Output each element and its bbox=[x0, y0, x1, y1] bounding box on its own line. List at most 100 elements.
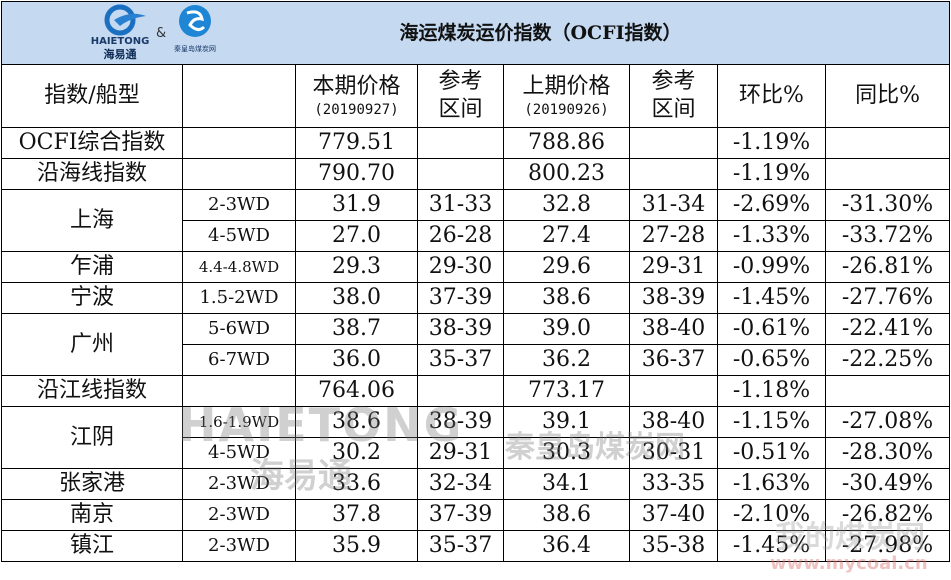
cell-ref2: 38-40 bbox=[629, 313, 718, 345]
header-yoy: 同比% bbox=[824, 64, 951, 128]
cell-yoy bbox=[824, 127, 951, 159]
cell-cur: 38.6 bbox=[295, 406, 418, 438]
cell-ref1: 37-39 bbox=[417, 282, 504, 314]
cell-name: 沿海线指数 bbox=[1, 158, 183, 190]
cell-mom: -1.18% bbox=[717, 375, 826, 407]
cell-cur: 36.0 bbox=[295, 344, 418, 376]
cell-ship: 1.6-1.9WD bbox=[182, 406, 296, 438]
haietong-logo-text: HAIETONG bbox=[91, 36, 150, 47]
header-prev: 上期价格 (20190926) bbox=[503, 64, 630, 128]
cell-mom: -1.19% bbox=[717, 127, 826, 159]
cell-ship bbox=[182, 127, 296, 159]
cell-mom: -1.45% bbox=[717, 282, 826, 314]
cell-prev: 30.3 bbox=[503, 437, 630, 469]
title-row: 海运煤炭运价指数（OCFI指数） bbox=[0, 1, 951, 65]
cell-ship: 5-6WD bbox=[182, 313, 296, 345]
cell-ref2: 37-40 bbox=[629, 499, 718, 531]
table-row: 沿海线指数 790.70 800.23 -1.19% bbox=[1, 158, 951, 190]
cell-prev: 36.4 bbox=[503, 530, 630, 562]
cell-ref1: 38-39 bbox=[417, 406, 504, 438]
cell-yoy: -31.30% bbox=[824, 189, 951, 221]
table-row: 江阴 1.6-1.9WD 38.6 38-39 39.1 38-40 -1.15% -27.0… bbox=[1, 406, 951, 469]
cell-ref1: 26-28 bbox=[417, 220, 504, 252]
table-row: 沿江线指数 764.06 773.17 -1.18% bbox=[1, 375, 951, 407]
header-cur-label: 本期价格 bbox=[312, 74, 401, 99]
header-prev-date: (20190926) bbox=[524, 102, 609, 118]
cell-ref1: 31-33 bbox=[417, 189, 504, 221]
cell-ship bbox=[182, 375, 296, 407]
cell-prev: 39.0 bbox=[503, 313, 630, 345]
cell-cur: 38.7 bbox=[295, 313, 418, 345]
header-cur: 本期价格 (20190927) bbox=[295, 64, 418, 128]
table-row: 宁波 1.5-2WD 38.0 37-39 38.6 38-39 -1.45% -27.76% bbox=[1, 282, 951, 314]
cell-yoy: -27.98% bbox=[824, 530, 951, 562]
header-ship bbox=[182, 64, 296, 128]
cell-yoy: -27.08% bbox=[824, 406, 951, 438]
cell-ref2: 30-31 bbox=[629, 437, 718, 469]
cell-ship: 4.4-4.8WD bbox=[182, 251, 296, 283]
cell-ship: 2-3WD bbox=[182, 530, 296, 562]
cell-ref1: 38-39 bbox=[417, 313, 504, 345]
cell-prev: 38.6 bbox=[503, 499, 630, 531]
ocfi-table: 海运煤炭运价指数（OCFI指数） 指数/船型 本期价格 (20190927) 参考… bbox=[0, 1, 951, 562]
table-row: 4-5WD 27.0 26-28 27.4 27-28 -1.33% -33.72% bbox=[2, 220, 951, 252]
header-cur-date: (20190927) bbox=[314, 102, 399, 118]
logos: HAIETONG 海易通 & 秦皇岛煤炭网 bbox=[90, 3, 290, 63]
cell-name: 沿江线指数 bbox=[1, 375, 183, 407]
table-row: 南京 2-3WD 37.8 37-39 38.6 37-40 -2.10% -26.82% bbox=[1, 499, 951, 531]
cell-ref2 bbox=[629, 127, 718, 159]
haietong-logo-icon: HAIETONG 海易通 & 秦皇岛煤炭网 bbox=[91, 4, 216, 61]
cell-mom: -2.69% bbox=[717, 189, 826, 221]
cell-prev: 773.17 bbox=[503, 375, 630, 407]
cell-ref1: 37-39 bbox=[417, 499, 504, 531]
cell-mom: -0.61% bbox=[717, 313, 826, 345]
cell-cur: 35.9 bbox=[295, 530, 418, 562]
cell-ref1: 35-37 bbox=[417, 344, 504, 376]
haietong-logo-subtext: 海易通 bbox=[104, 47, 137, 61]
cell-ref1: 29-30 bbox=[417, 251, 504, 283]
cell-ref2 bbox=[629, 158, 718, 190]
table-row: 镇江 2-3WD 35.9 35-37 36.4 35-38 -1.45% -27.98% bbox=[1, 530, 951, 562]
table-row: 广州 5-6WD 38.7 38-39 39.0 38-40 -0.61% -22.41% bbox=[1, 313, 951, 376]
qhd-logo-subtext: 秦皇岛煤炭网 bbox=[174, 44, 216, 53]
cell-ref2: 27-28 bbox=[629, 220, 718, 252]
cell-yoy: -22.25% bbox=[824, 344, 951, 376]
cell-ref1 bbox=[417, 158, 504, 190]
cell-name: 南京 bbox=[1, 499, 183, 531]
cell-ref1 bbox=[417, 127, 504, 159]
cell-mom: -2.10% bbox=[717, 499, 826, 531]
cell-cur: 38.0 bbox=[295, 282, 418, 314]
cell-yoy: -30.49% bbox=[824, 468, 951, 500]
table-row: 乍浦 4.4-4.8WD 29.3 29-30 29.6 29-31 -0.99% -26.8… bbox=[1, 251, 951, 283]
cell-cur: 31.9 bbox=[295, 189, 418, 221]
cell-cur: 30.2 bbox=[295, 437, 418, 469]
cell-ship bbox=[182, 158, 296, 190]
cell-ship: 6-7WD bbox=[182, 344, 296, 376]
cell-ref1: 32-34 bbox=[417, 468, 504, 500]
cell-name: 江阴 bbox=[1, 406, 183, 469]
cell-yoy: -22.41% bbox=[824, 313, 951, 345]
cell-yoy: -26.81% bbox=[824, 251, 951, 283]
cell-yoy: -33.72% bbox=[824, 220, 951, 252]
header-index: 指数/船型 bbox=[1, 64, 183, 128]
cell-ref1: 29-31 bbox=[417, 437, 504, 469]
cell-yoy: -26.82% bbox=[824, 499, 951, 531]
cell-cur: 790.70 bbox=[295, 158, 418, 190]
cell-name: 张家港 bbox=[1, 468, 183, 500]
cell-prev: 32.8 bbox=[503, 189, 630, 221]
cell-yoy: -27.76% bbox=[824, 282, 951, 314]
cell-ref2: 33-35 bbox=[629, 468, 718, 500]
cell-cur: 27.0 bbox=[295, 220, 418, 252]
cell-mom: -0.51% bbox=[717, 437, 826, 469]
cell-prev: 29.6 bbox=[503, 251, 630, 283]
cell-ship: 4-5WD bbox=[182, 220, 296, 252]
cell-mom: -0.99% bbox=[717, 251, 826, 283]
table-row: OCFI综合指数 779.51 788.86 -1.19% bbox=[1, 127, 951, 159]
cell-mom: -1.19% bbox=[717, 158, 826, 190]
cell-prev: 36.2 bbox=[503, 344, 630, 376]
cell-prev: 39.1 bbox=[503, 406, 630, 438]
cell-ref2 bbox=[629, 375, 718, 407]
table-row: 6-7WD 36.0 35-37 36.2 36-37 -0.65% -22.25% bbox=[2, 344, 951, 376]
cell-ship: 2-3WD bbox=[182, 468, 296, 500]
cell-ship: 2-3WD bbox=[182, 499, 296, 531]
